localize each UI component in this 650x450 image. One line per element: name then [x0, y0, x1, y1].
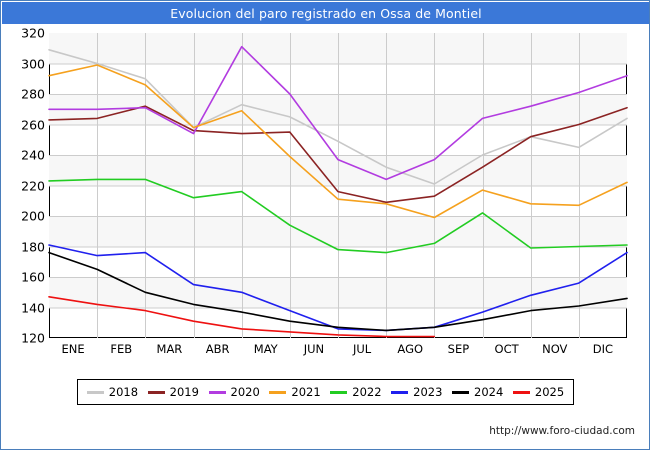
y-axis-tick-label: 300: [21, 56, 45, 71]
y-axis-tick-label: 120: [21, 330, 45, 346]
x-axis-tick-label-mar: MAR: [156, 342, 183, 356]
legend-item-2019[interactable]: 2019: [147, 385, 199, 399]
chart-title: Evolucion del paro registrado en Ossa de…: [170, 5, 482, 21]
x-axis-tick-label-jul: JUL: [352, 342, 372, 356]
y-axis-tick-label: 140: [21, 300, 45, 315]
series-line-2023: [48, 244, 628, 332]
legend-item-label: 2020: [230, 385, 260, 399]
legend-item-label: 2019: [169, 385, 199, 399]
legend-color-swatch-icon: [269, 390, 287, 394]
legend-item-2018[interactable]: 2018: [86, 385, 139, 399]
legend-item-label: 2018: [108, 385, 139, 399]
legend-color-swatch-icon: [330, 390, 348, 394]
legend-item-label: 2022: [352, 385, 382, 399]
window-title-bar: Evolucion del paro registrado en Ossa de…: [2, 2, 649, 24]
y-axis-tick-label: 220: [21, 178, 45, 193]
y-axis-tick-label: 160: [21, 269, 45, 285]
y-axis-tick-label: 180: [21, 239, 45, 254]
x-axis-tick-label-dic: DIC: [592, 342, 614, 356]
series-line-2020: [48, 45, 628, 181]
legend-item-2020[interactable]: 2020: [208, 385, 260, 399]
legend-item-2023[interactable]: 2023: [391, 385, 442, 399]
chart-legend: 2018 2019 2020 2021 2022 2023 2024 2025: [77, 379, 574, 405]
x-axis-tick-label-ene: ENE: [61, 342, 85, 356]
series-line-2019: [48, 105, 628, 204]
x-axis-tick-label-may: MAY: [253, 342, 278, 356]
series-line-2025: [48, 295, 436, 338]
y-axis-tick-label: 320: [21, 25, 45, 41]
legend-item-label: 2021: [291, 385, 321, 399]
x-axis-tick-label-feb: FEB: [110, 342, 133, 356]
legend-item-label: 2024: [474, 385, 504, 399]
series-line-2022: [48, 178, 628, 254]
legend-item-label: 2023: [413, 385, 443, 399]
series-line-2018: [48, 48, 628, 185]
legend-color-swatch-icon: [391, 390, 409, 394]
legend-item-2021[interactable]: 2021: [269, 385, 321, 399]
legend-item-2022[interactable]: 2022: [330, 385, 382, 399]
legend-color-swatch-icon: [147, 390, 165, 394]
legend-item-label: 2025: [534, 385, 565, 399]
y-axis-tick-labels: 320 300 280 260 240 220 200 180 160 140 120: [1, 26, 45, 346]
x-axis-tick-label-jun: JUN: [303, 342, 325, 356]
legend-item-2024[interactable]: 2024: [452, 385, 503, 399]
y-axis-tick-label: 200: [21, 208, 45, 224]
x-axis-tick-label-sep: SEP: [447, 342, 470, 356]
legend-color-swatch-icon: [452, 390, 470, 394]
y-axis-tick-label: 240: [21, 147, 45, 163]
data-series-layer: [48, 45, 628, 338]
x-axis-tick-label-oct: OCT: [494, 342, 519, 356]
legend-color-swatch-icon: [208, 390, 226, 394]
legend-color-swatch-icon: [86, 390, 104, 394]
x-axis-tick-label-nov: NOV: [542, 342, 568, 356]
x-axis-tick-label-ago: AGO: [397, 342, 424, 356]
legend-color-swatch-icon: [512, 390, 530, 394]
series-line-2024: [48, 251, 628, 332]
y-axis-tick-label: 280: [21, 86, 45, 102]
x-axis-tick-label-abr: ABR: [205, 342, 230, 356]
x-axis-tick-labels: ENE FEB MAR ABR MAY JUN JUL AGO SEP OCT NOV DIC: [49, 342, 627, 360]
source-url: http://www.foro-ciudad.com: [489, 425, 635, 437]
series-line-2021: [48, 64, 628, 219]
plot-area: [48, 33, 628, 338]
y-axis-tick-label: 260: [21, 117, 45, 132]
legend-item-2025[interactable]: 2025: [512, 385, 565, 399]
